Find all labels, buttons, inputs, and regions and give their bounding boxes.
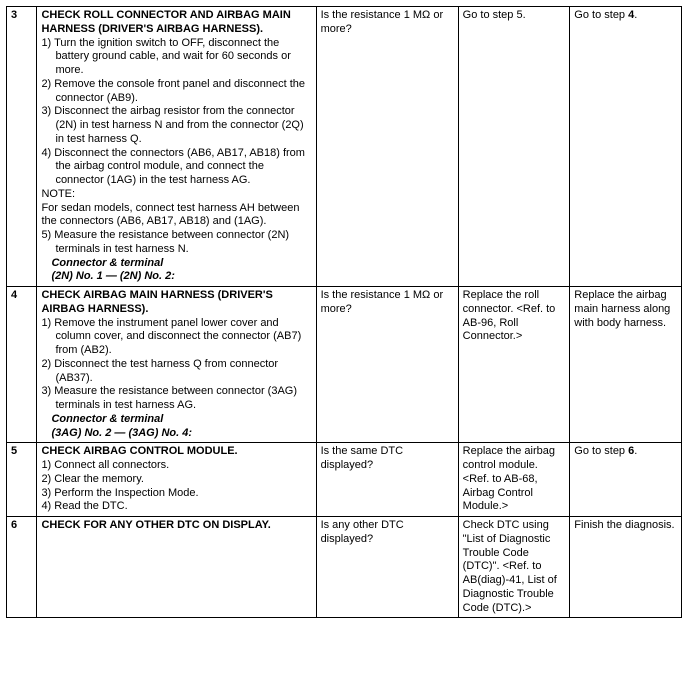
procedure-line: 1) Remove the instrument panel lower cov… [41,317,311,358]
table-row: 3CHECK ROLL CONNECTOR AND AIRBAG MAIN HA… [7,7,682,287]
procedure-cell: CHECK AIRBAG MAIN HARNESS (DRIVER'S AIRB… [37,287,316,443]
procedure-title: CHECK ROLL CONNECTOR AND AIRBAG MAIN HAR… [41,9,311,37]
procedure-line: 5) Measure the resistance between connec… [41,229,311,257]
no-cell: Go to step 6. [570,443,682,517]
no-cell: Replace the airbag main harness along wi… [570,287,682,443]
procedure-line: 4) Disconnect the connectors (AB6, AB17,… [41,147,311,188]
check-cell: Is the resistance 1 MΩ or more? [316,287,458,443]
yes-cell: Replace the roll connector. <Ref. to AB-… [458,287,570,443]
check-cell: Is the same DTC displayed? [316,443,458,517]
connector-value: (2N) No. 1 — (2N) No. 2: [41,270,311,284]
yes-cell: Check DTC using "List of Diagnostic Trou… [458,517,570,618]
procedure-line: For sedan models, connect test harness A… [41,202,311,230]
procedure-line: 3) Disconnect the airbag resistor from t… [41,105,311,146]
procedure-line: 3) Perform the Inspection Mode. [41,487,311,501]
no-cell: Go to step 4. [570,7,682,287]
step-number: 5 [7,443,37,517]
step-number: 4 [7,287,37,443]
connector-label: Connector & terminal [41,413,311,427]
procedure-cell: CHECK AIRBAG CONTROL MODULE.1) Connect a… [37,443,316,517]
check-cell: Is the resistance 1 MΩ or more? [316,7,458,287]
procedure-line: NOTE: [41,188,311,202]
no-pre: Go to step [574,9,628,21]
procedure-line: 1) Turn the ignition switch to OFF, disc… [41,37,311,78]
yes-cell: Go to step 5. [458,7,570,287]
procedure-line: 2) Disconnect the test harness Q from co… [41,358,311,386]
table-row: 6 CHECK FOR ANY OTHER DTC ON DISPLAY. Is a… [7,517,682,618]
no-cell: Finish the diagnosis. [570,517,682,618]
step-number: 6 [7,517,37,618]
procedure-cell: CHECK FOR ANY OTHER DTC ON DISPLAY. [37,517,316,618]
procedure-line: 2) Remove the console front panel and di… [41,78,311,106]
procedure-cell: CHECK ROLL CONNECTOR AND AIRBAG MAIN HAR… [37,7,316,287]
connector-value: (3AG) No. 2 — (3AG) No. 4: [41,427,311,441]
procedure-line: 2) Clear the memory. [41,473,311,487]
yes-cell: Replace the airbag control module. <Ref.… [458,443,570,517]
table-row: 4CHECK AIRBAG MAIN HARNESS (DRIVER'S AIR… [7,287,682,443]
procedure-title: CHECK AIRBAG CONTROL MODULE. [41,445,311,459]
no-post: . [634,9,637,21]
procedure-title: CHECK FOR ANY OTHER DTC ON DISPLAY. [41,519,311,533]
procedure-line: 4) Read the DTC. [41,500,311,514]
table-row: 5CHECK AIRBAG CONTROL MODULE.1) Connect … [7,443,682,517]
procedure-line: 1) Connect all connectors. [41,459,311,473]
procedure-title: CHECK AIRBAG MAIN HARNESS (DRIVER'S AIRB… [41,289,311,317]
step-number: 3 [7,7,37,287]
check-cell: Is any other DTC displayed? [316,517,458,618]
no-pre: Go to step [574,445,628,457]
procedure-line: 3) Measure the resistance between connec… [41,385,311,413]
diagnostic-table: 3CHECK ROLL CONNECTOR AND AIRBAG MAIN HA… [6,6,682,618]
connector-label: Connector & terminal [41,257,311,271]
no-post: . [634,445,637,457]
